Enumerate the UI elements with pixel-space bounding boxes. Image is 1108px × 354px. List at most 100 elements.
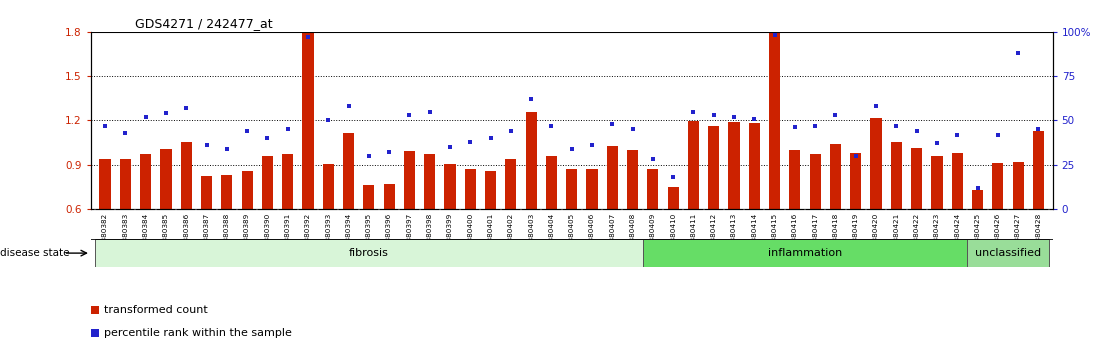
Text: inflammation: inflammation bbox=[768, 248, 842, 258]
Point bbox=[421, 109, 439, 114]
Point bbox=[725, 114, 742, 120]
Text: GSM380399: GSM380399 bbox=[447, 213, 453, 257]
Text: GSM380402: GSM380402 bbox=[507, 213, 514, 257]
Text: GSM380411: GSM380411 bbox=[690, 213, 697, 257]
Point bbox=[136, 114, 154, 120]
Point bbox=[786, 125, 803, 130]
Text: GSM380412: GSM380412 bbox=[710, 213, 717, 257]
Text: GSM380391: GSM380391 bbox=[285, 213, 290, 257]
Point bbox=[543, 123, 561, 129]
Text: GSM380387: GSM380387 bbox=[204, 213, 209, 257]
Point bbox=[461, 139, 479, 144]
Text: GSM380406: GSM380406 bbox=[589, 213, 595, 257]
Text: GSM380428: GSM380428 bbox=[1035, 213, 1042, 257]
Bar bbox=[242, 171, 253, 209]
Bar bbox=[749, 123, 760, 209]
Text: GSM380416: GSM380416 bbox=[792, 213, 798, 257]
Text: GSM380427: GSM380427 bbox=[1015, 213, 1022, 257]
Point bbox=[218, 146, 236, 152]
Text: GSM380408: GSM380408 bbox=[629, 213, 636, 257]
Text: GSM380395: GSM380395 bbox=[366, 213, 372, 257]
Bar bbox=[201, 176, 212, 209]
Point bbox=[604, 121, 622, 127]
Bar bbox=[1033, 131, 1044, 209]
Point bbox=[847, 153, 864, 159]
Text: GSM380414: GSM380414 bbox=[751, 213, 758, 257]
Point bbox=[624, 126, 642, 132]
Text: GSM380425: GSM380425 bbox=[975, 213, 981, 257]
Text: GSM380396: GSM380396 bbox=[386, 213, 392, 257]
Point bbox=[1029, 126, 1047, 132]
Bar bbox=[627, 150, 638, 209]
Text: GSM380423: GSM380423 bbox=[934, 213, 940, 257]
Point bbox=[96, 123, 114, 129]
Text: GSM380382: GSM380382 bbox=[102, 213, 109, 257]
Point bbox=[380, 149, 398, 155]
Point bbox=[258, 135, 276, 141]
Text: percentile rank within the sample: percentile rank within the sample bbox=[104, 328, 293, 338]
Point bbox=[827, 112, 844, 118]
Bar bbox=[283, 154, 294, 209]
Text: GSM380390: GSM380390 bbox=[265, 213, 270, 257]
Bar bbox=[993, 163, 1004, 209]
Text: GSM380383: GSM380383 bbox=[122, 213, 129, 257]
Point bbox=[116, 130, 134, 136]
Bar bbox=[120, 159, 131, 209]
Bar bbox=[952, 153, 963, 209]
Point bbox=[705, 112, 722, 118]
Bar bbox=[967, 239, 1048, 267]
Text: GSM380419: GSM380419 bbox=[853, 213, 859, 257]
Bar bbox=[546, 156, 557, 209]
Text: GSM380405: GSM380405 bbox=[568, 213, 575, 257]
Point bbox=[665, 174, 683, 180]
Text: GSM380407: GSM380407 bbox=[609, 213, 615, 257]
Text: GSM380415: GSM380415 bbox=[771, 213, 778, 257]
Text: GSM380392: GSM380392 bbox=[305, 213, 311, 257]
Bar bbox=[222, 175, 233, 209]
Bar bbox=[708, 126, 719, 209]
Bar bbox=[972, 190, 983, 209]
Text: GSM380403: GSM380403 bbox=[529, 213, 534, 257]
Point bbox=[522, 96, 540, 102]
Text: GSM380424: GSM380424 bbox=[954, 213, 961, 257]
Point bbox=[279, 126, 297, 132]
Bar bbox=[688, 121, 699, 209]
Bar bbox=[383, 184, 394, 209]
Bar bbox=[322, 164, 334, 209]
Point bbox=[340, 103, 358, 109]
Bar bbox=[444, 164, 455, 209]
Point bbox=[502, 128, 520, 134]
Bar bbox=[891, 143, 902, 209]
Point bbox=[968, 185, 986, 190]
Bar bbox=[728, 122, 740, 209]
Text: GSM380386: GSM380386 bbox=[183, 213, 189, 257]
Bar bbox=[932, 156, 943, 209]
Bar bbox=[871, 118, 882, 209]
Bar bbox=[464, 169, 475, 209]
Point bbox=[1009, 50, 1027, 56]
Point bbox=[807, 123, 824, 129]
Bar bbox=[100, 159, 111, 209]
Point bbox=[197, 142, 215, 148]
Text: unclassified: unclassified bbox=[975, 248, 1042, 258]
Point bbox=[482, 135, 500, 141]
Bar bbox=[505, 159, 516, 209]
Bar bbox=[1013, 162, 1024, 209]
Text: GSM380384: GSM380384 bbox=[143, 213, 148, 257]
Bar bbox=[566, 169, 577, 209]
Text: GSM380404: GSM380404 bbox=[548, 213, 554, 257]
Bar bbox=[830, 144, 841, 209]
Point bbox=[888, 123, 905, 129]
Text: GSM380389: GSM380389 bbox=[244, 213, 250, 257]
Text: GSM380417: GSM380417 bbox=[812, 213, 818, 257]
Bar bbox=[161, 149, 172, 209]
Bar bbox=[810, 154, 821, 209]
Point bbox=[238, 128, 256, 134]
Text: GSM380397: GSM380397 bbox=[407, 213, 412, 257]
Text: GSM380401: GSM380401 bbox=[488, 213, 493, 257]
Text: GSM380421: GSM380421 bbox=[893, 213, 900, 257]
Bar bbox=[647, 169, 658, 209]
Bar bbox=[363, 185, 375, 209]
Bar bbox=[302, 32, 314, 209]
Text: transformed count: transformed count bbox=[104, 305, 208, 315]
